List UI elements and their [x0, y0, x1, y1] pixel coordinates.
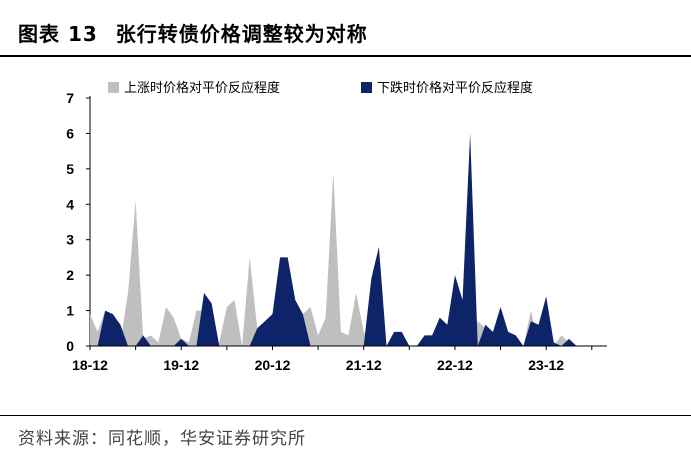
x-tick-label: 20-12	[255, 357, 291, 373]
legend-swatch-fall	[361, 82, 372, 93]
plot-areas	[90, 133, 607, 346]
figure-header: 图表 13 张行转债价格调整较为对称	[0, 0, 691, 52]
y-tick-label: 7	[66, 90, 74, 106]
legend-label-fall: 下跌时价格对平价反应程度	[377, 80, 533, 96]
series-area-rise	[90, 172, 607, 346]
y-tick-label: 3	[66, 232, 74, 248]
footer-rule	[0, 415, 691, 416]
x-tick-label: 19-12	[163, 357, 199, 373]
y-tick-label: 6	[66, 125, 74, 141]
legend-swatch-rise	[108, 82, 119, 93]
chart: 上涨时价格对平价反应程度 下跌时价格对平价反应程度 0 1 2 3 4 5 6 7 18-12…	[66, 80, 607, 373]
x-axis: 18-12 19-12 20-12 21-12 22-12 23-12	[72, 345, 607, 373]
y-tick-label: 5	[66, 161, 74, 177]
legend-label-rise: 上涨时价格对平价反应程度	[124, 80, 280, 96]
figure-label: 图表 13	[18, 22, 98, 46]
figure-title-text: 张行转债价格调整较为对称	[115, 22, 368, 46]
x-tick-label: 21-12	[346, 357, 382, 373]
y-tick-label: 0	[66, 338, 74, 354]
y-tick-label: 4	[66, 196, 74, 212]
x-tick-label: 23-12	[528, 357, 564, 373]
legend: 上涨时价格对平价反应程度 下跌时价格对平价反应程度	[108, 80, 533, 96]
header-rule	[0, 55, 691, 57]
x-tick-label: 22-12	[437, 357, 473, 373]
y-axis: 0 1 2 3 4 5 6 7	[66, 90, 91, 354]
y-tick-label: 1	[66, 303, 74, 319]
y-tick-label: 2	[66, 267, 74, 283]
figure-title: 图表 13 张行转债价格调整较为对称	[18, 18, 368, 47]
source-note: 资料来源：同花顺，华安证券研究所	[18, 429, 306, 449]
x-tick-label: 18-12	[72, 357, 108, 373]
